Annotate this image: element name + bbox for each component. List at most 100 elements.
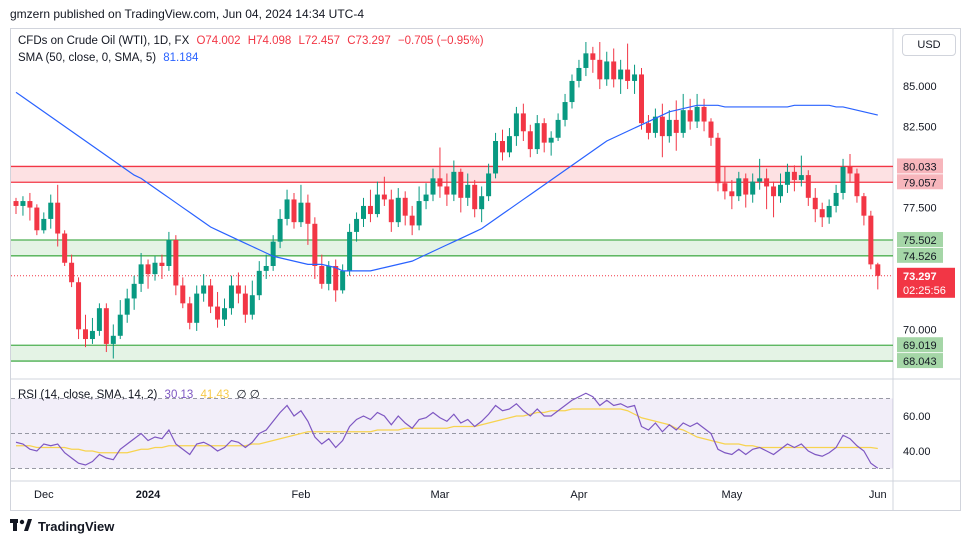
low-value: L72.457 (298, 35, 341, 47)
candle (423, 183, 429, 210)
candle-body (55, 202, 61, 234)
candle (548, 131, 554, 156)
candle (333, 259, 339, 302)
candle-body (402, 197, 408, 216)
candle-body (798, 175, 804, 180)
candle (666, 110, 672, 143)
candle (187, 296, 193, 330)
candle (500, 129, 505, 161)
candle (632, 64, 638, 94)
candle-body (868, 215, 874, 265)
candle-body (757, 178, 763, 182)
rsi-label[interactable]: RSI (14, close, SMA, 14, 2) (18, 389, 158, 401)
time-tick-label: Dec (34, 489, 54, 501)
candle-body (729, 191, 735, 197)
candle-body (666, 119, 672, 137)
candle (103, 303, 109, 353)
symbol-title[interactable]: CFDs on Crude Oil (WTI), 1D, FX (18, 35, 190, 47)
candle (784, 163, 790, 193)
candle-body (34, 207, 40, 231)
candle-body (194, 293, 200, 323)
candle-body (76, 282, 82, 330)
candle (76, 277, 82, 340)
candle-body (222, 308, 227, 320)
zone-support-2 (11, 345, 893, 362)
zone-price-label: 68.043 (903, 356, 937, 368)
candle-body (472, 184, 478, 210)
candle (347, 223, 353, 276)
candle-body (173, 240, 179, 286)
candle (110, 324, 116, 359)
candle-body (312, 223, 318, 266)
candle-body (750, 181, 756, 195)
candle (590, 46, 596, 73)
candle-body (298, 202, 304, 223)
candle-body (791, 171, 797, 180)
footer-brand[interactable]: TradingView (10, 519, 114, 534)
candle (736, 171, 742, 202)
candle (402, 191, 408, 226)
candle-body (632, 74, 638, 81)
candle-body (597, 59, 603, 80)
candle-body (680, 110, 686, 133)
candle (222, 298, 227, 327)
candle (708, 118, 714, 146)
candle (180, 277, 186, 309)
candle-body (562, 102, 568, 120)
candle-body (124, 298, 130, 315)
candle (312, 217, 318, 279)
candle-body (534, 123, 540, 150)
candle-body (458, 171, 464, 198)
candle (305, 194, 311, 245)
candle-body (48, 202, 54, 219)
candle-body (256, 270, 262, 296)
time-tick-label: May (721, 489, 742, 501)
candle (458, 168, 464, 213)
candle (694, 93, 700, 129)
candle-body (333, 265, 339, 291)
candle (194, 285, 200, 331)
candle-body (367, 205, 373, 215)
candle (506, 128, 512, 158)
candle-body (423, 194, 429, 202)
candle-body (444, 186, 450, 195)
candle (381, 176, 387, 206)
candle (228, 275, 234, 315)
chart-frame (10, 28, 961, 511)
candle (89, 317, 95, 344)
candle-body (520, 113, 526, 132)
candle (395, 188, 401, 228)
publisher-text: gmzern published on TradingView.com, Jun… (10, 7, 364, 21)
rsi-extra: ∅ ∅ (236, 389, 260, 401)
last-price-tag (897, 267, 955, 298)
candle (367, 189, 373, 223)
candle-body (208, 285, 214, 307)
candle (486, 163, 492, 202)
candle-body (69, 262, 75, 283)
candle (771, 181, 777, 218)
candle-body (409, 215, 415, 226)
candle-body (618, 69, 624, 80)
currency-button[interactable]: USD (902, 34, 956, 56)
sma-label[interactable]: SMA (50, close, 0, SMA, 5) (18, 52, 157, 64)
candle (764, 168, 770, 210)
candle-body (152, 262, 158, 275)
candle-body (659, 116, 665, 137)
candle (715, 132, 721, 192)
candle-body (771, 186, 777, 197)
price-tick-label: 70.000 (903, 324, 937, 336)
candle-body (639, 74, 644, 124)
candle-body (263, 265, 269, 271)
candle (48, 194, 54, 229)
candle (388, 189, 394, 232)
candle-body (854, 173, 860, 197)
candle (159, 254, 165, 279)
zone-price-tag (897, 174, 943, 190)
candle (277, 209, 283, 249)
candle-body (694, 106, 700, 122)
candle (576, 59, 582, 88)
candle-body (764, 178, 770, 187)
candle-body (833, 192, 839, 206)
candle (173, 235, 179, 296)
